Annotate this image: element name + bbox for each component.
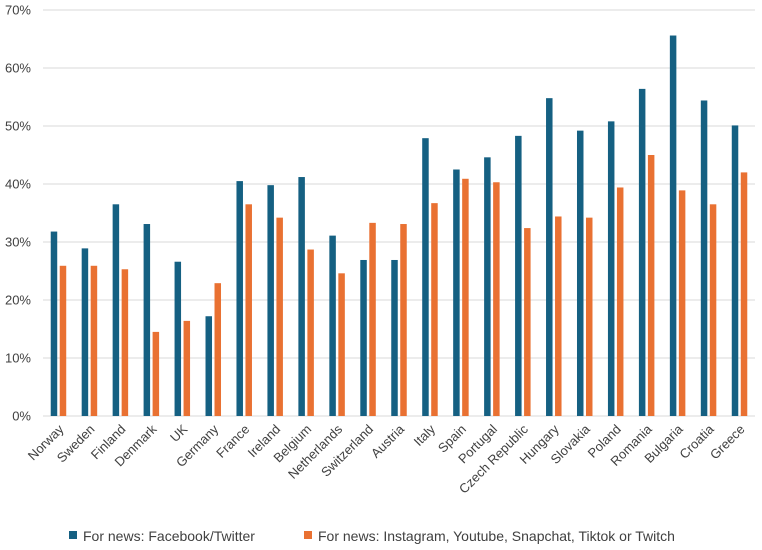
- bar-czech-republic-series-1: [524, 228, 531, 416]
- bar-greece-series-0: [731, 125, 739, 417]
- legend-label-facebook-twitter: For news: Facebook/Twitter: [83, 528, 255, 544]
- bar-hungary-series-0: [546, 98, 553, 416]
- bar-france-series-0: [236, 181, 243, 416]
- y-tick-label-0: 0%: [12, 409, 31, 424]
- y-tick-label-40: 40%: [5, 177, 31, 192]
- y-tick-label-60: 60%: [5, 61, 31, 76]
- bar-croatia-series-0: [700, 100, 708, 416]
- bar-finland-series-1: [121, 269, 129, 416]
- y-axis-ticks: 0% 10% 20% 30% 40% 50% 60% 70%: [5, 3, 31, 424]
- bar-spain-series-1: [462, 178, 469, 416]
- bar-spain-series-0: [453, 169, 460, 416]
- bar-switzerland-series-1: [369, 222, 376, 416]
- y-tick-label-70: 70%: [5, 3, 31, 18]
- bar-romania-series-0: [638, 88, 646, 416]
- bar-austria-series-0: [391, 259, 398, 416]
- bar-austria-series-1: [400, 224, 407, 416]
- bar-romania-series-1: [647, 155, 655, 416]
- bar-finland-series-0: [112, 204, 120, 416]
- bar-italy-series-0: [422, 138, 429, 416]
- bar-sweden-series-1: [90, 265, 98, 416]
- bar-sweden-series-0: [81, 248, 89, 416]
- bar-poland-series-0: [607, 121, 615, 417]
- bar-croatia-series-1: [709, 204, 717, 416]
- bar-netherlands-series-0: [329, 235, 336, 416]
- bar-uk-series-0: [174, 261, 182, 416]
- bar-denmark-series-1: [152, 331, 160, 416]
- bars: [50, 35, 748, 417]
- bar-bulgaria-series-1: [678, 190, 686, 416]
- bar-switzerland-series-0: [360, 259, 367, 416]
- bar-slovakia-series-1: [585, 217, 593, 416]
- legend-swatch-facebook-twitter: [69, 531, 77, 539]
- bar-poland-series-1: [616, 187, 624, 416]
- gridlines: [43, 9, 755, 417]
- bar-greece-series-1: [740, 172, 748, 416]
- legend: For news: Facebook/Twitter For news: Ins…: [69, 528, 675, 544]
- bar-france-series-1: [245, 204, 252, 416]
- x-tick-label-greece: Greece: [707, 422, 748, 463]
- bar-germany-series-0: [205, 316, 213, 416]
- x-tick-label-austria: Austria: [368, 421, 408, 461]
- bar-uk-series-1: [183, 320, 191, 416]
- bar-germany-series-1: [214, 283, 222, 416]
- legend-label-video-platforms: For news: Instagram, Youtube, Snapchat, …: [318, 528, 675, 544]
- bar-bulgaria-series-0: [669, 35, 677, 417]
- bar-portugal-series-0: [484, 157, 491, 416]
- y-tick-label-20: 20%: [5, 293, 31, 308]
- x-tick-label-france: France: [213, 422, 252, 461]
- y-tick-label-10: 10%: [5, 351, 31, 366]
- bar-slovakia-series-0: [576, 130, 584, 416]
- legend-swatch-video-platforms: [304, 531, 312, 539]
- bar-portugal-series-1: [493, 182, 500, 416]
- bar-denmark-series-0: [143, 224, 151, 416]
- bar-norway-series-1: [59, 265, 67, 416]
- y-tick-label-50: 50%: [5, 119, 31, 134]
- bar-hungary-series-1: [555, 216, 562, 416]
- bar-ireland-series-0: [267, 185, 274, 416]
- bar-italy-series-1: [431, 203, 438, 416]
- bar-belgium-series-1: [307, 249, 314, 416]
- bar-ireland-series-1: [276, 217, 283, 416]
- bar-czech-republic-series-0: [515, 135, 522, 417]
- bar-norway-series-0: [50, 231, 58, 416]
- bar-belgium-series-0: [298, 177, 305, 416]
- y-tick-label-30: 30%: [5, 235, 31, 250]
- x-tick-label-uk: UK: [167, 421, 191, 445]
- bar-netherlands-series-1: [338, 273, 345, 416]
